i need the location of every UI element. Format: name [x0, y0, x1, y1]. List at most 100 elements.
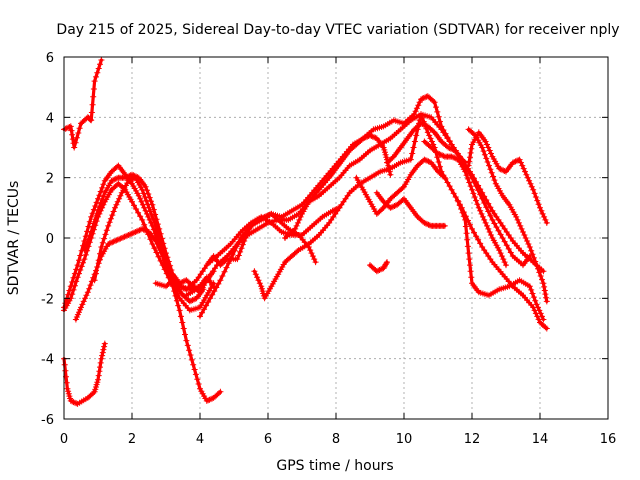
- data-point: [333, 206, 340, 212]
- data-point: [178, 313, 184, 320]
- data-point: [167, 271, 174, 278]
- data-point: [410, 144, 417, 151]
- data-point: [466, 256, 473, 263]
- data-point: [540, 268, 547, 275]
- data-point: [62, 125, 69, 132]
- data-point: [413, 132, 420, 139]
- data-point: [83, 292, 90, 299]
- data-point: [379, 206, 386, 212]
- data-point: [518, 159, 524, 166]
- data-point: [425, 158, 432, 165]
- data-point: [132, 229, 139, 235]
- data-point: [496, 165, 503, 172]
- data-point: [371, 134, 378, 141]
- data-point: [61, 361, 68, 368]
- data-point: [513, 157, 520, 164]
- data-point: [88, 109, 95, 116]
- data-point: [475, 204, 482, 211]
- data-point: [369, 133, 376, 140]
- data-point: [139, 225, 146, 232]
- data-point: [144, 210, 150, 217]
- data-point: [97, 250, 103, 257]
- data-point: [536, 307, 543, 314]
- data-point: [477, 191, 484, 198]
- data-point: [79, 301, 86, 308]
- data-point: [141, 227, 148, 234]
- data-point: [77, 252, 84, 259]
- data-point: [199, 309, 205, 316]
- data-point: [141, 221, 148, 228]
- data-point: [500, 256, 507, 263]
- data-point: [471, 194, 478, 200]
- series-track-16: [421, 138, 509, 269]
- data-point: [225, 260, 232, 267]
- data-point: [68, 127, 75, 134]
- data-point: [467, 154, 473, 161]
- data-point: [179, 284, 186, 291]
- data-point: [460, 213, 467, 220]
- data-point: [479, 244, 486, 250]
- data-point: [498, 166, 505, 173]
- data-point: [159, 247, 166, 254]
- data-point: [127, 177, 133, 184]
- data-point: [145, 191, 152, 197]
- data-point: [336, 204, 343, 211]
- data-point: [531, 190, 538, 197]
- data-point: [515, 219, 522, 226]
- data-point: [495, 227, 502, 234]
- data-point: [147, 208, 154, 215]
- data-point: [213, 284, 220, 291]
- data-point: [473, 233, 480, 240]
- data-point: [435, 150, 441, 157]
- data-point: [69, 131, 76, 138]
- data-point: [88, 213, 95, 220]
- data-point: [73, 278, 80, 285]
- data-point: [539, 276, 545, 283]
- data-point: [467, 268, 474, 275]
- data-point: [106, 240, 113, 247]
- series-line: [467, 127, 549, 303]
- data-point: [110, 208, 117, 215]
- data-point: [534, 197, 541, 204]
- data-point: [386, 168, 393, 175]
- data-point: [528, 286, 535, 293]
- data-point: [116, 195, 123, 202]
- data-point: [125, 177, 132, 184]
- data-point: [175, 302, 182, 309]
- data-point: [176, 307, 183, 314]
- data-point: [84, 228, 91, 235]
- data-point: [413, 105, 420, 112]
- data-point: [105, 222, 112, 229]
- data-point: [146, 216, 153, 223]
- data-point: [488, 169, 495, 176]
- data-point: [467, 171, 473, 177]
- data-point: [507, 249, 514, 256]
- data-point: [479, 195, 486, 202]
- data-point: [149, 201, 156, 208]
- data-point: [151, 245, 158, 252]
- data-point: [482, 138, 489, 145]
- data-point: [92, 216, 99, 223]
- data-point: [221, 268, 228, 275]
- data-point: [82, 251, 89, 258]
- data-point: [120, 234, 127, 241]
- data-point: [139, 186, 146, 193]
- data-point: [146, 194, 153, 201]
- data-point: [186, 347, 193, 354]
- data-point: [407, 156, 414, 163]
- data-point: [399, 184, 406, 191]
- data-point: [190, 361, 197, 368]
- data-point: [329, 207, 336, 214]
- data-point: [543, 325, 550, 332]
- data-point: [99, 184, 106, 191]
- data-point: [62, 300, 69, 307]
- data-point: [419, 121, 426, 127]
- data-point: [311, 256, 318, 263]
- data-point: [109, 212, 116, 219]
- data-point: [529, 251, 536, 258]
- data-point: [485, 144, 492, 151]
- data-point: [478, 210, 485, 217]
- data-point: [362, 134, 369, 141]
- data-point: [256, 280, 263, 287]
- data-point: [521, 232, 528, 238]
